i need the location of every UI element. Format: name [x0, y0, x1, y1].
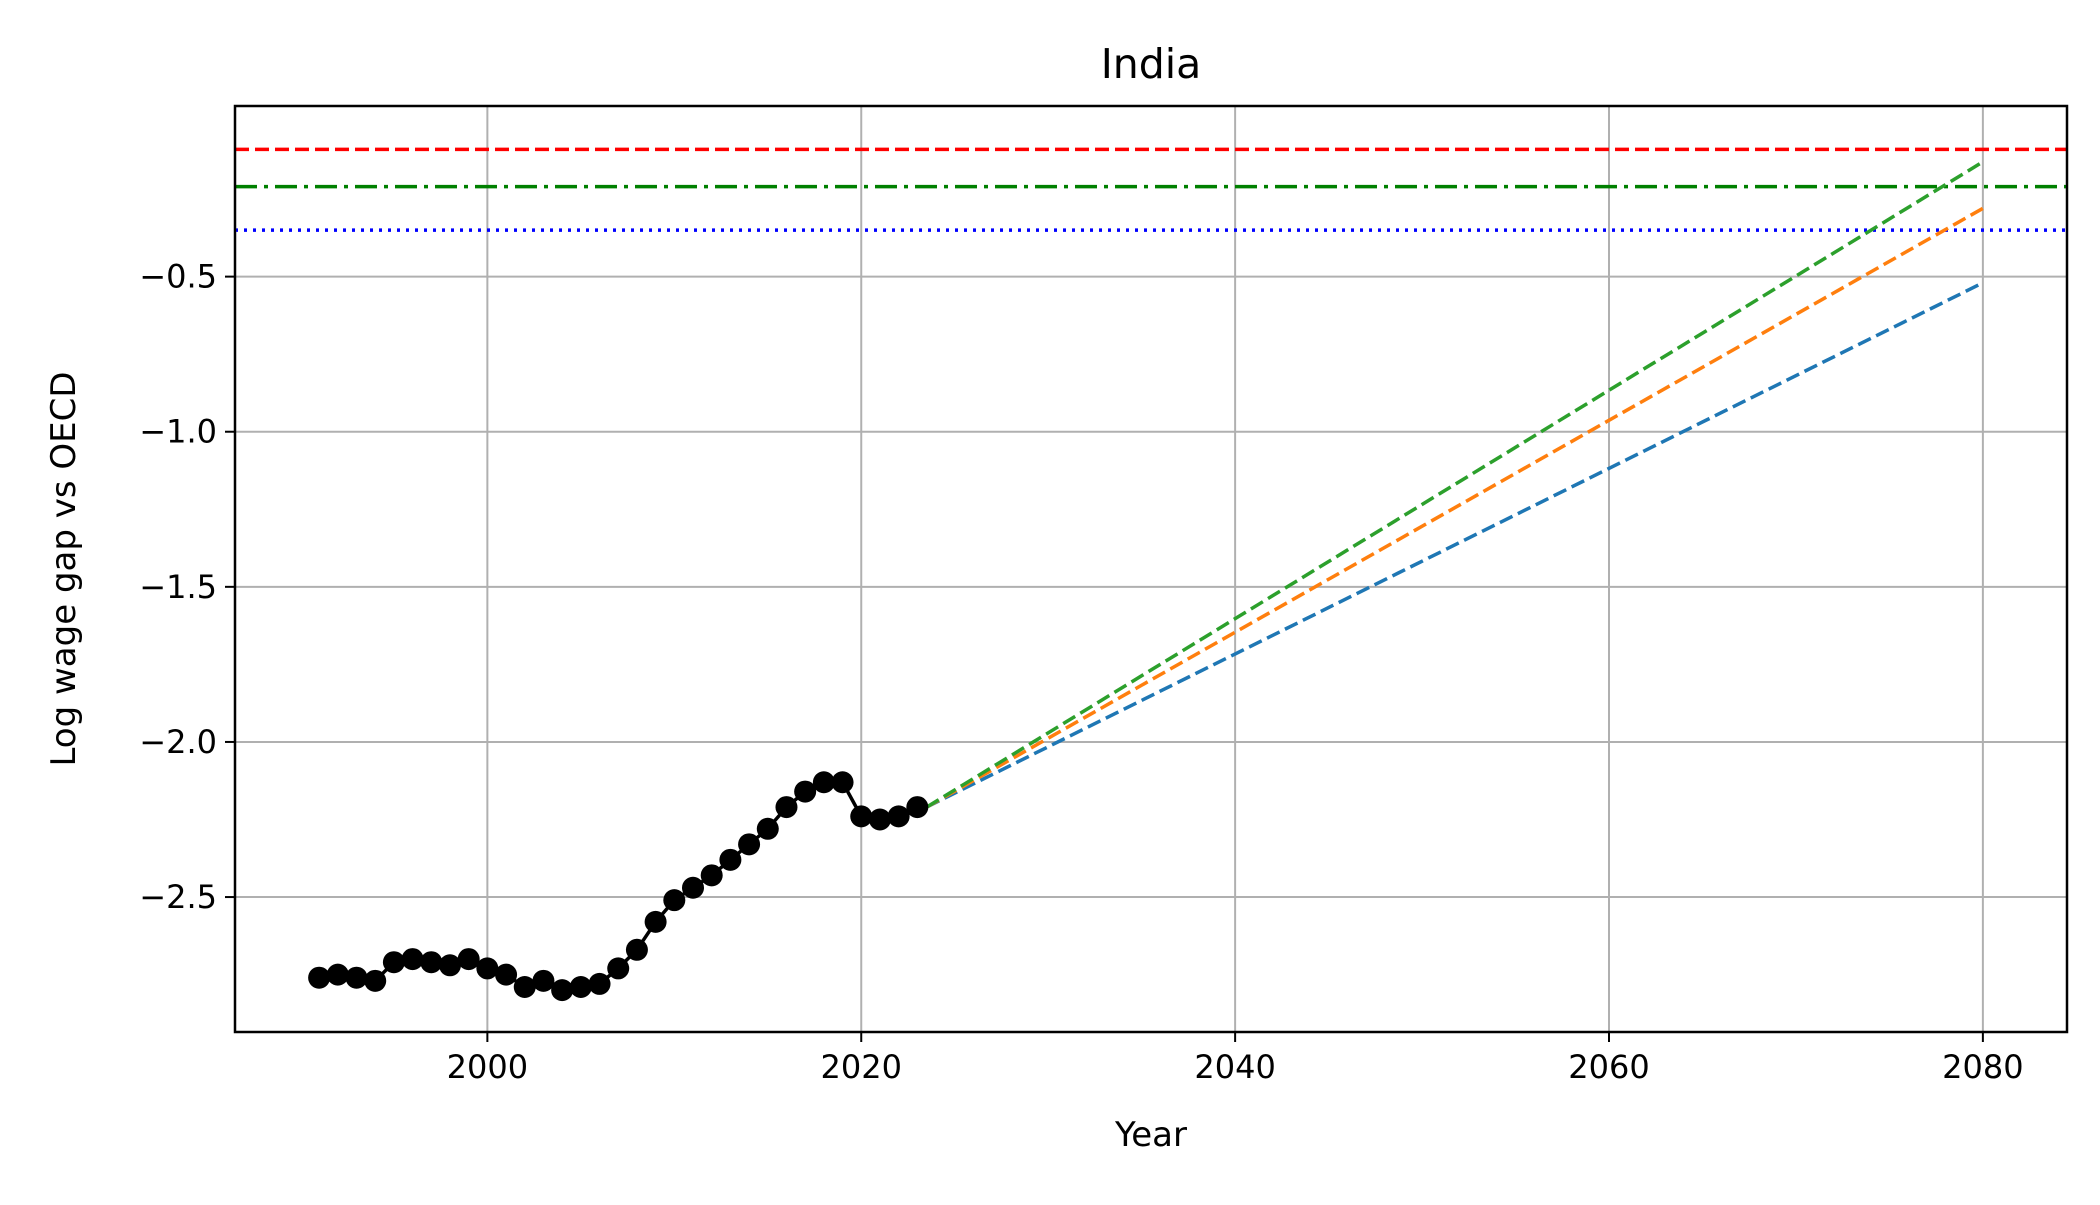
grid	[235, 106, 2067, 1032]
data-point	[887, 805, 910, 828]
data-point	[625, 938, 648, 961]
data-point	[719, 848, 742, 871]
projection-line	[925, 281, 1984, 809]
y-axis-title: Log wage gap vs OECD	[44, 371, 84, 766]
y-axis-ticks: −0.5 −1.0 −1.5 −2.0 −2.5	[139, 258, 235, 916]
y-tick-label: −2.0	[139, 723, 217, 761]
data-point	[812, 771, 835, 794]
data-point	[831, 771, 854, 794]
data-point	[476, 957, 499, 980]
data-point	[513, 976, 536, 999]
data-point	[495, 963, 518, 986]
data-point	[420, 951, 443, 974]
data-point	[775, 796, 798, 819]
y-tick-label: −2.5	[139, 878, 217, 916]
data-point	[308, 966, 331, 989]
data-point	[663, 889, 686, 912]
y-tick-label: −1.0	[139, 413, 217, 451]
data-point	[906, 796, 929, 819]
data-point	[532, 969, 555, 992]
data-point	[850, 805, 873, 828]
data-point	[700, 864, 723, 887]
x-tick-label: 2060	[1568, 1048, 1649, 1086]
data-point	[682, 876, 704, 899]
projection-line	[925, 160, 1984, 809]
reference-lines	[235, 147, 2067, 232]
data-point	[794, 780, 817, 803]
y-tick-label: −1.5	[139, 568, 217, 606]
x-axis-title: Year	[1114, 1115, 1187, 1155]
observed-series	[308, 771, 929, 1002]
data-point	[457, 948, 480, 971]
data-point	[364, 969, 387, 992]
data-point	[644, 910, 667, 933]
x-tick-label: 2000	[447, 1048, 528, 1086]
data-point	[438, 954, 461, 977]
data-point	[345, 966, 368, 989]
y-tick-label: −0.5	[139, 258, 217, 296]
data-point	[868, 808, 891, 831]
x-tick-label: 2020	[821, 1048, 902, 1086]
data-point	[607, 957, 630, 980]
projection-lines	[925, 160, 1984, 809]
data-point	[382, 951, 405, 974]
data-point	[756, 817, 779, 840]
x-tick-label: 2080	[1942, 1048, 2023, 1086]
data-point	[401, 948, 424, 971]
data-point	[569, 976, 592, 999]
plot-frame	[233, 104, 2069, 1034]
projection-line	[925, 206, 1984, 809]
x-tick-label: 2040	[1194, 1048, 1275, 1086]
x-axis-ticks: 2000 2020 2040 2060 2080	[447, 1032, 2024, 1086]
data-point	[588, 972, 611, 995]
chart-title: India	[1101, 40, 1202, 88]
data-point	[326, 963, 349, 986]
data-point	[551, 979, 574, 1002]
data-point	[738, 833, 761, 856]
